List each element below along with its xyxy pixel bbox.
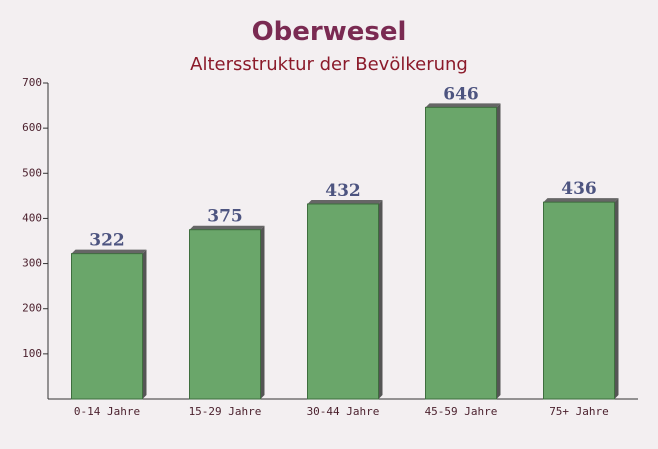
bar bbox=[425, 106, 497, 400]
value-label: 375 bbox=[207, 207, 243, 227]
bar bbox=[71, 253, 143, 400]
bar-shadow bbox=[260, 225, 265, 399]
y-tick-label: 600 bbox=[22, 121, 42, 134]
bar-shadow bbox=[614, 198, 619, 399]
y-tick-label: 400 bbox=[22, 211, 42, 224]
y-tick-label: 500 bbox=[22, 166, 42, 179]
y-tick-label: 200 bbox=[22, 302, 42, 315]
y-tick-label: 700 bbox=[22, 76, 42, 89]
y-tick-label: 100 bbox=[22, 347, 42, 360]
chart-title: Oberwesel bbox=[252, 17, 407, 47]
x-tick-label: 75+ Jahre bbox=[549, 405, 609, 418]
x-tick-label: 45-59 Jahre bbox=[425, 405, 498, 418]
value-label: 322 bbox=[89, 231, 125, 251]
bar bbox=[189, 229, 261, 400]
chart-subtitle: Altersstruktur der Bevölkerung bbox=[190, 54, 468, 75]
x-tick-label: 15-29 Jahre bbox=[189, 405, 262, 418]
value-label: 432 bbox=[325, 181, 361, 201]
bar-shadow bbox=[142, 249, 147, 399]
y-tick-label: 300 bbox=[22, 257, 42, 270]
x-tick-label: 30-44 Jahre bbox=[307, 405, 380, 418]
bar-shadow bbox=[425, 103, 501, 108]
bar bbox=[543, 201, 615, 400]
value-label: 646 bbox=[443, 84, 479, 104]
bar-shadow bbox=[71, 249, 147, 254]
bar bbox=[307, 203, 379, 400]
bar-shadow bbox=[496, 103, 501, 400]
bar-shadow bbox=[189, 225, 265, 230]
bar-shadow bbox=[543, 198, 619, 203]
bar-shadow bbox=[307, 199, 383, 204]
x-tick-label: 0-14 Jahre bbox=[74, 405, 140, 418]
value-label: 436 bbox=[561, 179, 597, 199]
bar-shadow bbox=[378, 199, 383, 399]
